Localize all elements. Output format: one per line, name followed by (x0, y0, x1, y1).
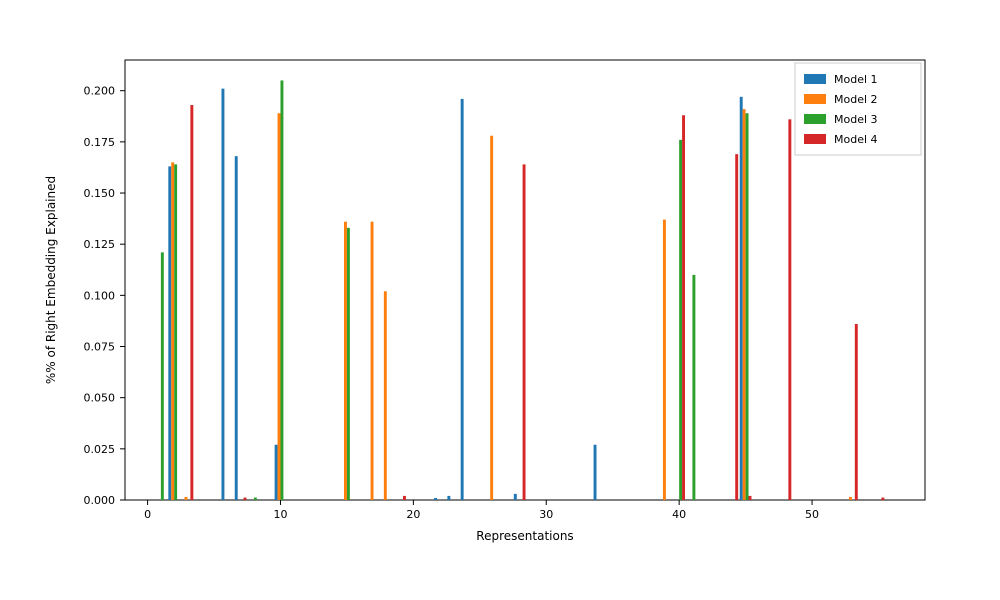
legend-label: Model 4 (834, 133, 878, 146)
bar-model-4 (855, 324, 858, 500)
bar-model-1 (461, 99, 464, 500)
bar-model-4 (735, 154, 738, 500)
legend-label: Model 2 (834, 93, 878, 106)
bar-model-3 (679, 140, 682, 500)
x-axis-label: Representations (476, 529, 573, 543)
bar-model-1 (447, 496, 450, 500)
y-tick-label: 0.100 (84, 289, 116, 302)
bar-model-1 (168, 166, 171, 500)
bar-model-2 (171, 162, 174, 500)
bar-model-2 (278, 113, 281, 500)
x-tick-label: 20 (406, 508, 420, 521)
bar-model-4 (788, 119, 791, 500)
bar-model-4 (190, 105, 193, 500)
bar-model-2 (849, 497, 852, 500)
bar-model-2 (344, 222, 347, 500)
bar-model-1 (275, 445, 278, 500)
x-tick-label: 10 (273, 508, 287, 521)
legend-label: Model 1 (834, 73, 878, 86)
bar-model-4 (523, 164, 526, 500)
bar-model-3 (161, 252, 164, 500)
bar-model-3 (347, 228, 350, 500)
embedding-chart: 0 10 20 30 40 50 0.000 0.025 0.050 0.075 0.100 0.12… (0, 0, 1000, 600)
bar-model-1 (514, 494, 517, 500)
bar-model-2 (743, 109, 746, 500)
bar-model-4 (244, 498, 247, 500)
legend-swatch (804, 74, 826, 84)
bar-model-2 (371, 222, 374, 500)
bar-model-3 (692, 275, 695, 500)
y-axis-label: %% of Right Embedding Explained (44, 176, 58, 384)
bar-model-2 (384, 291, 387, 500)
y-tick-label: 0.075 (84, 341, 116, 354)
bar-model-4 (749, 496, 752, 500)
legend-swatch (804, 114, 826, 124)
bar-model-4 (403, 496, 406, 500)
bar-model-2 (490, 136, 493, 500)
legend-swatch (804, 94, 826, 104)
bar-model-2 (663, 220, 666, 500)
x-tick-label: 50 (805, 508, 819, 521)
y-tick-label: 0.200 (84, 85, 116, 98)
y-tick-label: 0.000 (84, 494, 116, 507)
x-tick-label: 40 (672, 508, 686, 521)
y-tick-label: 0.025 (84, 443, 116, 456)
y-tick-label: 0.150 (84, 187, 116, 200)
bar-model-1 (221, 89, 224, 500)
bar-model-3 (746, 113, 749, 500)
bar-model-3 (280, 80, 283, 500)
y-tick-label: 0.175 (84, 136, 116, 149)
bar-model-1 (594, 445, 597, 500)
legend-swatch (804, 134, 826, 144)
bar-model-2 (185, 497, 188, 500)
bar-model-3 (174, 164, 177, 500)
bar-model-4 (682, 115, 685, 500)
x-tick-label: 0 (144, 508, 151, 521)
bar-model-1 (740, 97, 743, 500)
bar-model-1 (434, 498, 437, 500)
x-tick-label: 30 (539, 508, 553, 521)
legend-label: Model 3 (834, 113, 878, 126)
y-tick-label: 0.050 (84, 392, 116, 405)
bar-model-4 (881, 498, 884, 500)
y-tick-label: 0.125 (84, 238, 116, 251)
bar-model-1 (235, 156, 238, 500)
bar-model-3 (254, 498, 257, 500)
